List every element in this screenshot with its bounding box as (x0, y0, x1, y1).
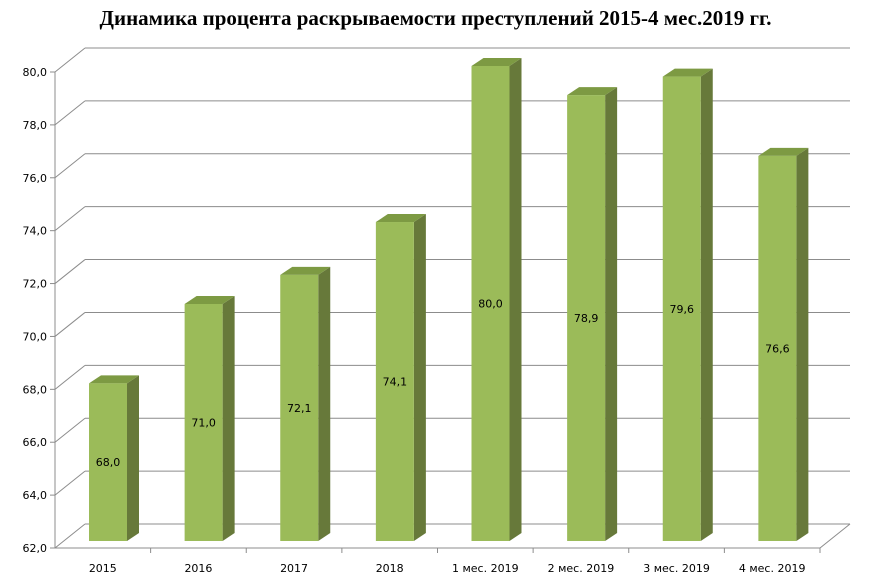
gridline-diagonal (54, 417, 86, 443)
bar (375, 222, 414, 541)
x-tick-label: 4 мес. 2019 (739, 562, 806, 575)
bar (89, 383, 127, 541)
bar-top (662, 68, 713, 77)
data-label: 76,6 (765, 342, 790, 355)
y-tick-label: 72,0 (23, 278, 48, 291)
bar-top (567, 87, 618, 96)
gridline-diagonal (54, 153, 86, 179)
y-tick-label: 68,0 (23, 383, 48, 396)
bar (567, 95, 606, 541)
bar (471, 66, 510, 541)
gridline-diagonal (54, 470, 86, 496)
gridline-diagonal (54, 364, 86, 390)
bar (662, 76, 701, 542)
gridline-diagonal (54, 206, 86, 232)
bar (280, 274, 319, 541)
y-tick-label: 78,0 (23, 119, 48, 132)
gridline-diagonal (54, 47, 86, 73)
y-tick-label: 66,0 (23, 436, 48, 449)
x-tick-label: 2018 (376, 562, 404, 575)
bar-side (222, 296, 235, 541)
bar (184, 304, 223, 541)
x-tick-label: 2015 (89, 562, 117, 575)
bar-top (471, 58, 522, 66)
data-label: 74,1 (383, 376, 408, 389)
y-tick-label: 70,0 (23, 330, 48, 343)
bar-top (280, 266, 331, 275)
y-tick-label: 64,0 (23, 489, 48, 502)
bar-side (605, 87, 618, 541)
x-tick-label: 2016 (184, 562, 212, 575)
bar-side (796, 147, 809, 541)
gridline-diagonal (54, 259, 86, 284)
data-label: 80,0 (478, 298, 503, 311)
y-tick-label: 76,0 (23, 172, 48, 185)
bar-side (509, 58, 522, 541)
bar-top (89, 375, 139, 384)
y-tick-label: 74,0 (23, 225, 48, 238)
gridline-diagonal (54, 312, 86, 337)
bar-top (758, 147, 809, 156)
bar-top (184, 296, 235, 304)
data-label: 71,0 (191, 417, 216, 430)
bar-side (413, 214, 426, 541)
floor-edge (819, 523, 851, 549)
data-label: 78,9 (574, 312, 599, 325)
x-tick-label: 1 мес. 2019 (452, 562, 519, 575)
gridline-diagonal (54, 523, 86, 549)
x-tick-label: 2 мес. 2019 (548, 562, 615, 575)
data-label: 72,1 (287, 402, 312, 415)
data-label: 68,0 (96, 456, 121, 469)
chart-title: Динамика процента раскрываемости преступ… (99, 6, 772, 30)
data-label: 79,6 (670, 303, 695, 316)
bar (758, 155, 797, 541)
x-tick-label: 3 мес. 2019 (643, 562, 710, 575)
gridline-diagonal (54, 100, 86, 126)
bar-top (375, 214, 426, 223)
bar-side (318, 266, 331, 541)
y-tick-label: 62,0 (23, 542, 48, 555)
y-tick-label: 80,0 (23, 66, 48, 79)
bar-side (700, 68, 713, 542)
x-tick-label: 2017 (280, 562, 308, 575)
bar-side (127, 375, 139, 541)
